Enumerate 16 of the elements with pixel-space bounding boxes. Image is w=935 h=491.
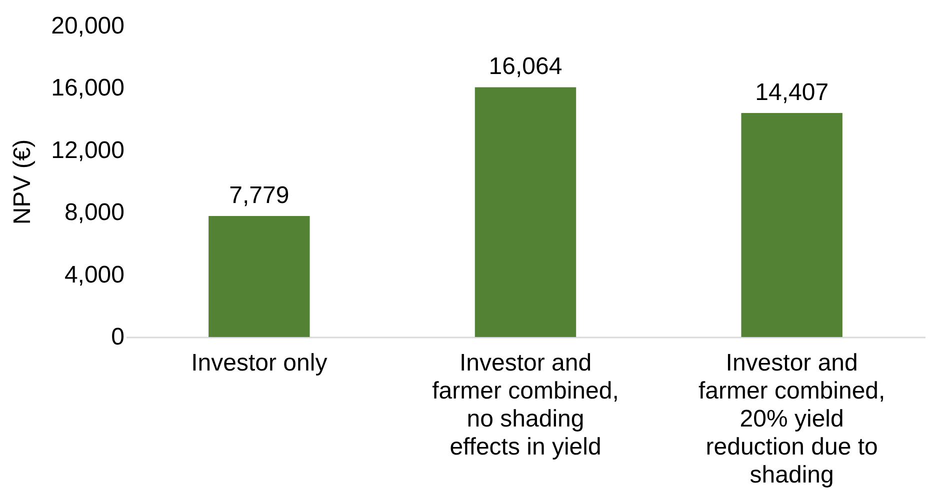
y-tick-label: 0 [111, 324, 124, 350]
bar [741, 112, 842, 337]
bar [208, 216, 310, 337]
data-label: 14,407 [755, 78, 829, 106]
y-tick-label: 8,000 [64, 199, 124, 226]
bar [474, 87, 576, 337]
data-label: 16,064 [488, 53, 562, 80]
data-label: 7,779 [229, 182, 290, 210]
y-tick-label: 4,000 [64, 261, 124, 288]
y-axis-title: NPV (€) [9, 139, 36, 225]
y-tick-label: 12,000 [51, 136, 124, 164]
x-tick-label: Investor and farmer combined, no shading effects in yield [432, 350, 619, 460]
x-tick-label: Investor only [191, 350, 328, 376]
y-tick-label: 20,000 [51, 12, 124, 40]
x-tick-label: Investor and farmer combined, 20% yield reduction due to shading [698, 350, 886, 488]
y-tick-label: 16,000 [51, 74, 124, 102]
